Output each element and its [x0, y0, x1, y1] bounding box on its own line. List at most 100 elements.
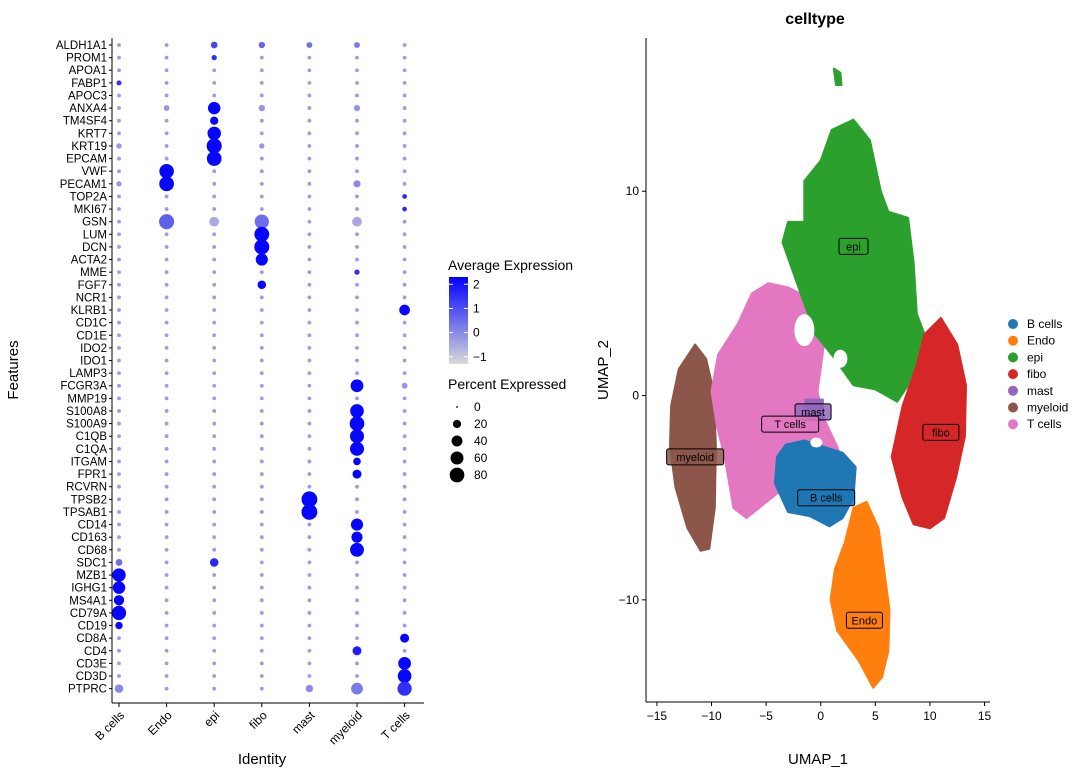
- dot-CD1C-myeloid: [355, 320, 359, 325]
- dot-ACTA2-myeloid: [355, 257, 359, 262]
- dot-MS4A1-T-cells: [402, 598, 407, 603]
- dot-MS4A1-mast: [307, 598, 312, 603]
- dot-LUM-Endo: [164, 232, 169, 237]
- feature-label: KRT19: [71, 141, 107, 153]
- feature-label: FCGR3A: [60, 381, 107, 393]
- dot-S100A9-Endo: [164, 421, 169, 426]
- dot-FPR1-epi: [212, 472, 217, 476]
- dot-FABP1-myeloid: [355, 80, 359, 85]
- dot-C1QB-fibo: [259, 434, 264, 439]
- cluster-label: Endo: [852, 615, 878, 627]
- dot-LUM-myeloid: [355, 232, 359, 237]
- size-legend-dot: [450, 451, 464, 465]
- dot-EPCAM-epi: [206, 151, 222, 166]
- dot-CD8A-mast: [307, 636, 312, 641]
- cluster-label-box: [761, 415, 820, 433]
- umap-y-tick-label: −10: [619, 593, 640, 607]
- dotplot-y-axis-title: Features: [5, 340, 22, 399]
- dot-TPSB2-T-cells: [402, 497, 407, 502]
- size-legend-label: 20: [474, 417, 488, 431]
- umap-gap: [794, 314, 815, 347]
- dot-PECAM1-Endo: [159, 176, 174, 192]
- dot-NCR1-myeloid: [355, 295, 359, 300]
- dot-PTPRC-myeloid: [351, 682, 363, 695]
- dot-KRT7-Endo: [164, 131, 169, 136]
- dot-ALDH1A1-B-cells: [117, 43, 121, 47]
- dot-ITGAM-epi: [212, 459, 217, 464]
- dot-CD68-B-cells: [117, 547, 121, 552]
- umap-x-tick-label: 0: [817, 709, 824, 723]
- dot-PTPRC-T-cells: [397, 681, 412, 696]
- category-label: B cells: [92, 708, 127, 743]
- cluster-label-box: [838, 237, 869, 255]
- dot-MME-B-cells: [117, 270, 121, 275]
- dot-CD14-T-cells: [402, 522, 407, 527]
- umap-x-axis-title: UMAP_1: [788, 751, 848, 768]
- dot-CD4-mast: [307, 648, 312, 653]
- dot-MKI67-mast: [307, 207, 312, 211]
- dot-NCR1-epi: [212, 295, 217, 300]
- dot-CD3E-epi: [212, 661, 217, 666]
- feature-label: PTPRC: [68, 684, 107, 696]
- dot-TOP2A-myeloid: [355, 194, 359, 199]
- dot-FGF7-Endo: [164, 282, 169, 287]
- dot-C1QA-B-cells: [117, 446, 121, 451]
- dot-APOC3-fibo: [259, 93, 264, 98]
- dot-TOP2A-epi: [212, 194, 217, 199]
- dot-C1QA-fibo: [259, 446, 264, 451]
- dot-CD68-epi: [212, 547, 217, 552]
- dot-PROM1-epi: [211, 54, 217, 61]
- umap-x-tick-label: 15: [978, 709, 992, 723]
- dot-NCR1-Endo: [164, 295, 169, 300]
- dot-KLRB1-myeloid: [355, 308, 359, 312]
- dot-FCGR3A-myeloid: [350, 379, 364, 393]
- dot-APOA1-B-cells: [117, 68, 121, 73]
- feature-label: IGHG1: [71, 583, 107, 595]
- dot-KRT19-epi: [206, 138, 222, 154]
- size-legend-label: 0: [474, 400, 481, 414]
- dot-ALDH1A1-myeloid: [354, 42, 360, 48]
- dot-TPSB2-B-cells: [117, 497, 121, 502]
- dot-MMP19-epi: [212, 396, 217, 401]
- size-legend-dot: [452, 419, 462, 429]
- dot-KRT7-B-cells: [117, 131, 121, 136]
- dot-TM4SF4-B-cells: [117, 118, 121, 123]
- dot-MZB1-T-cells: [402, 573, 407, 577]
- dot-CD1C-Endo: [164, 320, 169, 325]
- dot-TOP2A-Endo: [164, 194, 169, 199]
- dot-PROM1-myeloid: [355, 55, 359, 60]
- dot-LUM-B-cells: [117, 232, 121, 237]
- category-label: T cells: [378, 708, 412, 742]
- dot-KLRB1-B-cells: [117, 308, 121, 312]
- dot-FGF7-myeloid: [355, 282, 359, 287]
- dot-MMP19-Endo: [164, 396, 169, 401]
- feature-label: RCVRN: [66, 482, 107, 494]
- feature-label: TPSB2: [71, 494, 107, 506]
- dot-MZB1-Endo: [164, 573, 169, 577]
- cluster-label-box: [922, 423, 960, 441]
- dot-CD79A-T-cells: [402, 610, 407, 615]
- dot-C1QA-myeloid: [349, 441, 365, 456]
- category-label: myeloid: [326, 708, 365, 747]
- feature-label: CD19: [78, 621, 107, 633]
- dot-IDO2-fibo: [259, 345, 264, 350]
- dot-DCN-mast: [307, 245, 312, 249]
- dot-ALDH1A1-T-cells: [402, 43, 407, 47]
- size-legend-dot: [451, 435, 463, 447]
- color-legend-tick-label: 1: [473, 301, 480, 315]
- dot-APOA1-fibo: [259, 68, 264, 73]
- feature-label: KRT7: [78, 128, 107, 140]
- dot-KLRB1-Endo: [164, 308, 169, 312]
- dot-C1QB-epi: [212, 434, 217, 439]
- dot-VWF-myeloid: [355, 169, 359, 174]
- dot-S100A9-myeloid: [349, 416, 365, 431]
- dot-CD3D-B-cells: [117, 674, 121, 678]
- dot-CD163-fibo: [259, 535, 264, 540]
- dot-LUM-mast: [307, 232, 312, 237]
- cluster-label: fibo: [932, 427, 950, 439]
- category-label: mast: [289, 708, 318, 737]
- dot-GSN-myeloid: [352, 216, 362, 227]
- dot-PTPRC-B-cells: [114, 684, 124, 693]
- umap-y-tick-label: 10: [626, 184, 640, 198]
- size-legend-label: 40: [474, 434, 488, 448]
